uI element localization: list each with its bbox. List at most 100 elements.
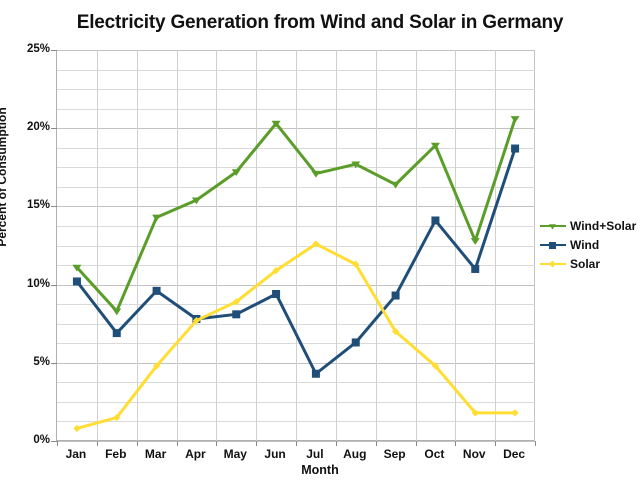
data-point-marker: [471, 264, 480, 273]
y-axis-tick-label: 20%: [26, 121, 50, 134]
y-axis-tick: [51, 284, 57, 286]
x-axis-tick: [176, 441, 178, 446]
data-point-marker: [152, 214, 162, 222]
x-axis-tick-label: Mar: [144, 447, 167, 461]
data-point-marker: [272, 289, 281, 298]
data-point-marker: [391, 327, 400, 336]
x-axis-tick: [96, 441, 98, 446]
series-line-wind-solar: [75, 117, 517, 313]
data-point-marker: [431, 216, 440, 225]
data-point-marker: [152, 286, 161, 295]
x-axis-tick: [256, 441, 258, 446]
x-axis-tick: [136, 441, 138, 446]
data-point-marker: [311, 369, 320, 378]
legend-label: Solar: [570, 256, 601, 271]
data-point-marker: [113, 413, 121, 422]
data-point-marker: [471, 409, 479, 417]
x-axis-tick: [296, 441, 297, 446]
gridline-vertical: [96, 50, 98, 441]
gridline-vertical: [415, 50, 417, 441]
data-point-marker: [112, 308, 122, 316]
x-axis-tick: [335, 441, 337, 446]
y-axis-tick: [51, 128, 57, 130]
data-point-marker: [192, 316, 201, 325]
legend-item-wind-solar[interactable]: Wind+Solar: [540, 216, 636, 235]
y-axis-tick: [51, 362, 57, 364]
y-axis-tick-label: 10%: [26, 277, 50, 290]
data-point-marker: [72, 277, 81, 286]
legend-item-wind[interactable]: Wind: [540, 235, 636, 254]
x-axis-tick-label: Dec: [503, 447, 526, 461]
data-point-marker: [232, 298, 240, 306]
data-point-marker: [431, 362, 440, 370]
y-axis-tick-label: 5%: [33, 355, 50, 368]
gridline-vertical: [495, 50, 497, 441]
x-axis-tick-label: Sep: [383, 447, 406, 461]
legend-swatch-icon: [540, 258, 566, 270]
data-point-marker: [73, 424, 81, 433]
x-axis-title: Month: [301, 463, 339, 477]
plot-area: [51, 50, 536, 446]
data-point-marker: [312, 240, 320, 248]
data-point-marker: [231, 169, 241, 177]
x-axis-tick: [455, 441, 457, 446]
x-axis-tick: [535, 441, 536, 446]
data-point-marker: [191, 197, 201, 205]
y-axis-tick: [51, 441, 57, 442]
x-axis-tick-label: Jan: [65, 447, 87, 461]
x-axis-tick-label: Apr: [185, 447, 206, 461]
x-axis-tick-label: May: [223, 447, 247, 461]
legend-marker-square-icon: [549, 241, 556, 249]
data-point-marker: [152, 362, 161, 370]
x-axis-tick-label: Jul: [306, 447, 324, 461]
gridline-vertical: [136, 50, 138, 441]
gridline-vertical: [335, 50, 337, 441]
x-axis-tick-label: Jun: [264, 447, 286, 461]
gridline-vertical: [176, 50, 178, 441]
chart-legend: Wind+Solar Wind Solar: [540, 216, 636, 273]
data-point-marker: [311, 170, 321, 178]
y-axis-tick: [51, 206, 57, 208]
x-axis-tick: [216, 441, 218, 446]
y-axis-tick-label: 0%: [33, 434, 50, 446]
data-point-marker: [72, 264, 82, 272]
y-axis-title: Percent of Consumption: [0, 107, 9, 247]
gridline-vertical: [375, 50, 377, 441]
x-axis-tick-label: Nov: [462, 447, 486, 461]
data-point-marker: [391, 181, 401, 189]
gridline-vertical: [256, 50, 258, 441]
data-point-marker: [351, 338, 360, 347]
series-line-solar: [75, 242, 517, 430]
x-axis-tick: [415, 441, 417, 446]
series-lines: [72, 116, 520, 433]
gridline-vertical: [216, 50, 218, 441]
data-point-marker: [511, 144, 520, 153]
chart-title: Electricity Generation from Wind and Sol…: [76, 12, 564, 33]
legend-swatch-icon: [540, 239, 566, 251]
gridline-vertical: [296, 50, 297, 441]
x-axis-tick: [57, 441, 58, 446]
data-point-marker: [510, 116, 520, 123]
x-axis-tick-label: Oct: [424, 447, 445, 461]
data-point-marker: [430, 142, 440, 150]
x-axis-tick-label: Feb: [105, 447, 127, 461]
data-point-marker: [391, 291, 400, 300]
legend-label: Wind+Solar: [570, 218, 637, 233]
y-axis-tick: [51, 50, 57, 51]
legend-swatch-icon: [540, 220, 566, 232]
legend-label: Wind: [570, 237, 600, 252]
data-point-marker: [271, 120, 281, 128]
data-point-marker: [112, 329, 121, 338]
data-point-marker: [232, 310, 241, 319]
series-line-wind: [75, 147, 517, 376]
x-axis-tick-label: Aug: [343, 447, 367, 461]
y-axis-tick-label: 25%: [26, 43, 50, 55]
x-axis-tick: [375, 441, 377, 446]
x-axis-tick: [495, 441, 497, 446]
y-axis-tick-label: 15%: [26, 199, 50, 212]
data-point-marker: [511, 409, 519, 417]
legend-item-solar[interactable]: Solar: [540, 254, 636, 273]
data-point-marker: [351, 161, 361, 169]
data-point-marker: [352, 260, 360, 268]
